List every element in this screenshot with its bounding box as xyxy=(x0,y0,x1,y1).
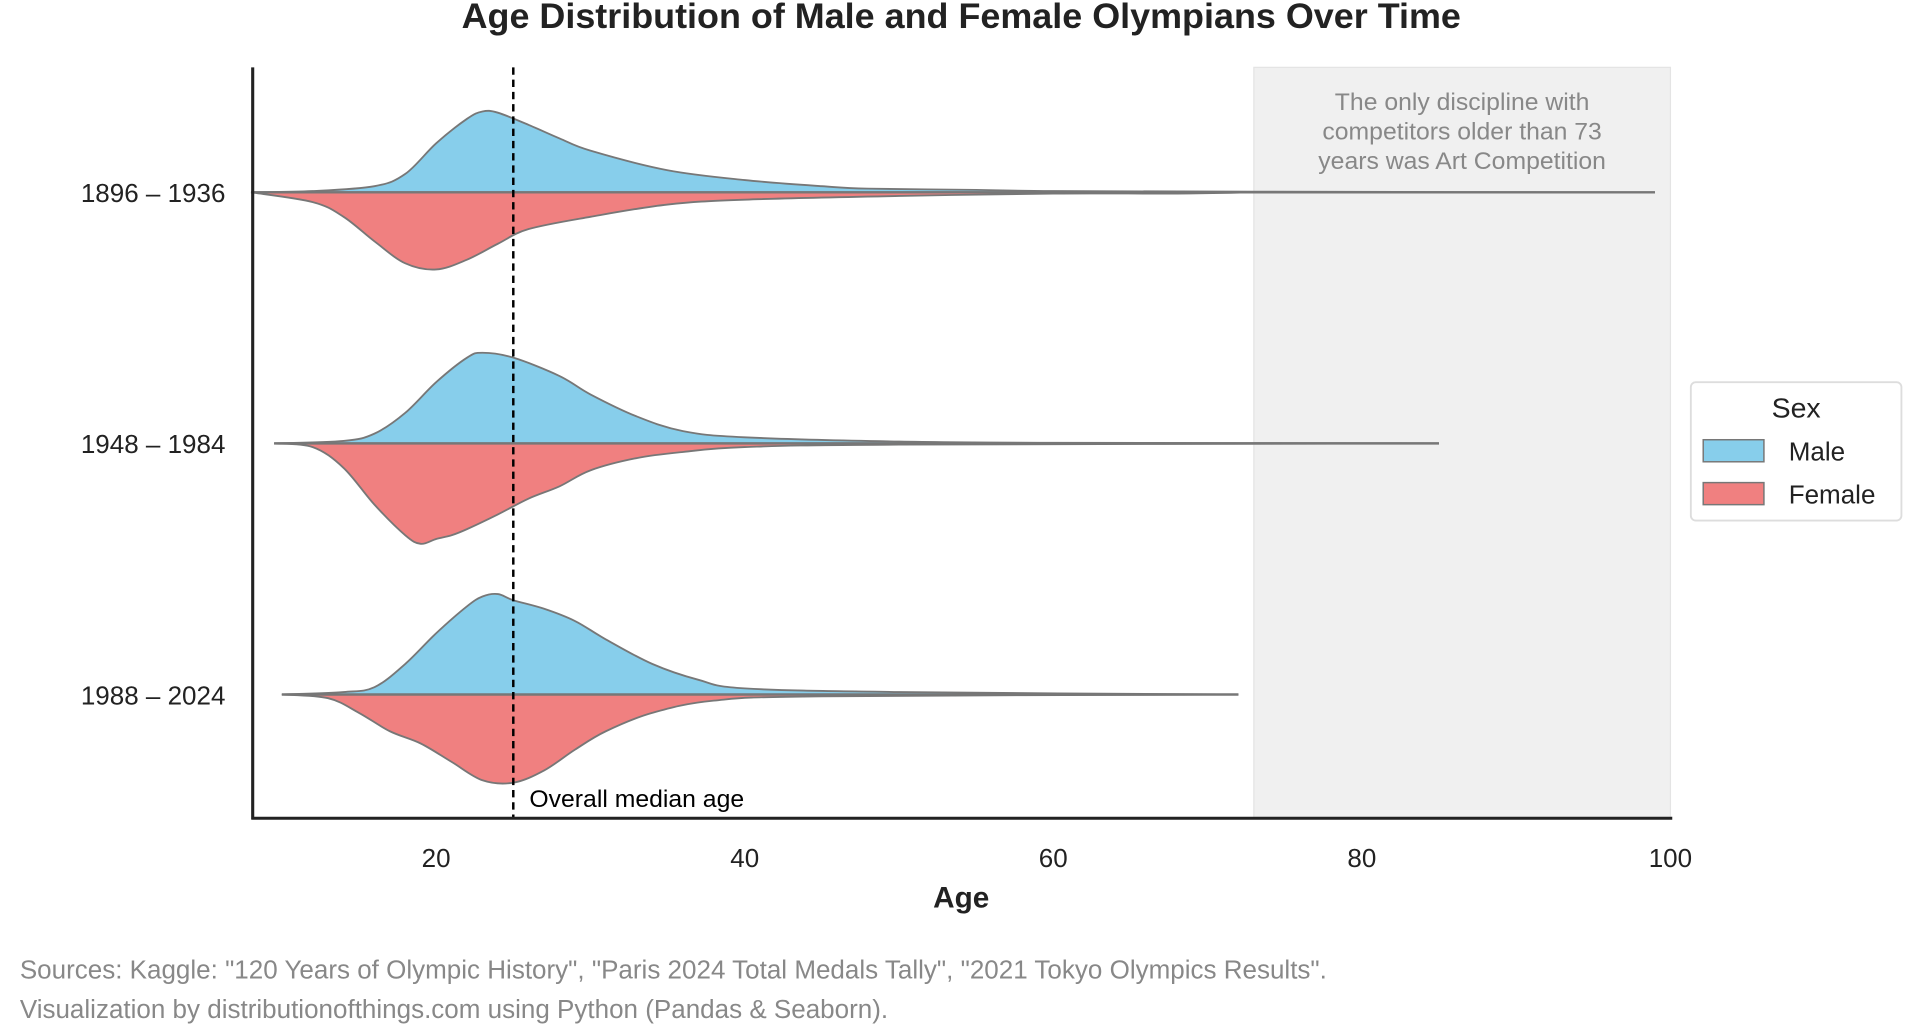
violins xyxy=(250,109,1655,785)
y-tick-label: 1988 – 2024 xyxy=(81,682,226,710)
legend-label-female: Female xyxy=(1789,482,1876,510)
x-tick-label: 20 xyxy=(422,845,451,873)
x-tick-label: 60 xyxy=(1039,845,1068,873)
legend-title: Sex xyxy=(1772,393,1821,425)
y-tick-label: 1948 – 1984 xyxy=(81,431,226,459)
median-label: Overall median age xyxy=(529,786,744,813)
legend: Sex Male Female xyxy=(1689,381,1903,522)
annotation-line: years was Art Competition xyxy=(1318,148,1606,175)
x-axis-label: Age xyxy=(933,882,989,915)
annotation-line: The only discipline with xyxy=(1335,89,1590,116)
x-tick-label: 100 xyxy=(1649,845,1692,873)
violin-female-1 xyxy=(274,442,1439,545)
footer-sources: Sources: Kaggle: "120 Years of Olympic H… xyxy=(20,957,1327,985)
footer-credit: Visualization by distributionofthings.co… xyxy=(20,996,888,1024)
y-tick-label: 1896 – 1936 xyxy=(81,180,226,208)
x-tick-label: 40 xyxy=(730,845,759,873)
chart-title: Age Distribution of Male and Female Olym… xyxy=(462,0,1461,36)
violin-female-2 xyxy=(281,693,1239,785)
x-tick-label: 80 xyxy=(1347,845,1376,873)
violin-female-0 xyxy=(250,191,1254,271)
violin-male-2 xyxy=(281,592,1239,696)
legend-label-male: Male xyxy=(1789,439,1845,467)
x-tick-labels: 20 40 60 80 100 xyxy=(422,845,1692,873)
y-tick-labels: 1896 – 1936 1948 – 1984 1988 – 2024 xyxy=(81,180,226,710)
annotation-line: competitors older than 73 xyxy=(1322,119,1601,146)
legend-swatch-male xyxy=(1702,438,1765,463)
shaded-region-annotation: The only discipline with competitors old… xyxy=(1318,89,1606,175)
legend-swatch-female xyxy=(1702,481,1765,506)
